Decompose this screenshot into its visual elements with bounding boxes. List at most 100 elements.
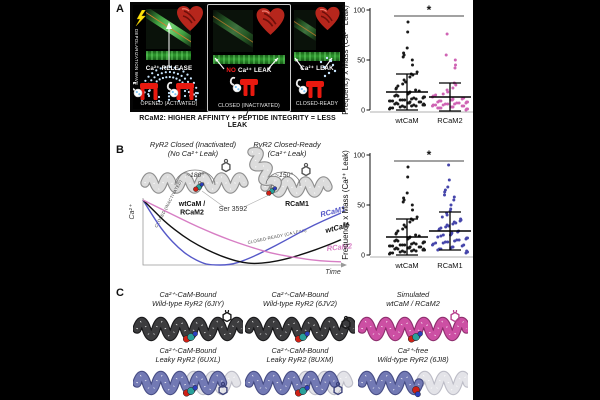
scatter-point	[453, 66, 457, 70]
scatter-point	[402, 78, 406, 82]
scatter-point	[403, 98, 407, 102]
scatter-point	[447, 178, 451, 182]
residue-sphere	[271, 185, 275, 189]
ca-ion	[327, 71, 331, 75]
structure-caption-8uxm: Ca²⁺-CaM-Bound Leaky RyR2 (8UXM)	[235, 346, 365, 364]
scatter-point	[412, 248, 416, 252]
aromatic-ring-icon	[301, 165, 311, 177]
scatter-point	[388, 244, 392, 248]
cam-body	[133, 88, 143, 98]
ca-ion	[173, 66, 176, 69]
decay-curve-rcam2	[142, 199, 342, 263]
confocal-linescan-image	[294, 10, 316, 50]
scatter-point	[410, 203, 414, 207]
ryr2-release-art	[133, 65, 199, 103]
scatter-point	[455, 101, 459, 105]
scatter-point	[451, 105, 455, 109]
aromatic-ring-icon	[224, 310, 230, 314]
scatter-point	[457, 101, 461, 105]
scatter-point	[447, 163, 451, 167]
linescan-band	[213, 55, 285, 64]
ca-ion	[153, 76, 156, 79]
ca-ion	[157, 95, 161, 99]
cam-body	[298, 85, 308, 95]
structure-caption-6uxl: Ca²⁺-CaM-Bound Leaky RyR2 (6UXL)	[123, 346, 253, 364]
scatter-point	[398, 98, 402, 102]
scatter-point	[452, 220, 456, 224]
ca-ion	[150, 79, 153, 82]
ca-ion	[177, 99, 181, 103]
ryr2-leg	[243, 84, 248, 96]
ca-ion	[155, 69, 158, 72]
ca-ion	[168, 75, 171, 79]
scatter-point	[402, 196, 406, 200]
ca-ion	[165, 76, 168, 79]
caption-line2: Wild-type RyR2 (6JV2)	[262, 299, 338, 308]
ca-ion	[192, 81, 195, 84]
ca-ion	[300, 87, 303, 91]
wtcam-rcam2-label-line2: RCaM2	[180, 210, 204, 217]
scatter-point	[422, 95, 426, 99]
scatter-point	[452, 198, 456, 202]
scatter-point	[437, 106, 441, 110]
scatter-point	[436, 235, 440, 239]
aromatic-ring-icon	[221, 161, 231, 173]
scatter-point	[406, 165, 410, 169]
subpanel-closed-ready: Ca²⁺ LEAK CLOSED-READY	[291, 5, 343, 109]
panel-b-structures-and-graph: ~180° ~150° wtCaM / RCaM2 Ser 3592 RCaM1…	[129, 146, 353, 276]
ryr2-cap	[240, 79, 258, 85]
caption-line1: Ca²⁺-CaM-Bound	[159, 346, 217, 355]
caption-line1: Ca²⁺-CaM-Bound	[271, 290, 329, 299]
ca-ion	[172, 71, 176, 74]
scatter-point	[445, 88, 449, 92]
scatter-point	[443, 102, 447, 106]
ryr2-helix-bent-segment	[247, 146, 282, 193]
scatter-point	[457, 238, 461, 242]
cam-curl	[166, 81, 173, 91]
ghost-helix-highlights	[419, 374, 468, 392]
scatter-point	[446, 102, 450, 106]
scatter-point	[412, 103, 416, 107]
ryr2-helix-closed-highlights	[144, 176, 245, 190]
ca-ion	[157, 99, 161, 103]
angle-label-150: ~150°	[275, 171, 293, 179]
state-title-line1: RyR2 Closed (Inactivated)	[149, 140, 237, 149]
ca-ion	[331, 63, 335, 67]
residue-sphere	[299, 387, 307, 395]
scatter-point	[431, 103, 435, 107]
y-axis-ticks	[366, 9, 370, 111]
angle-label-180: ~180°	[186, 171, 204, 179]
ca-ion	[186, 80, 190, 83]
scatter-point	[422, 247, 426, 251]
scatter-point	[459, 217, 463, 221]
ca-ion	[183, 89, 187, 93]
scatter-point	[406, 30, 410, 34]
ryr2-helix	[245, 371, 339, 395]
scatter-point	[440, 215, 444, 219]
ca-ion	[303, 90, 306, 93]
ca-ion	[234, 85, 237, 89]
heart-image	[177, 6, 203, 31]
residue-sphere	[192, 385, 198, 391]
residue-sphere	[187, 387, 195, 395]
residue-pointer-line	[243, 194, 270, 208]
annotation-closed-ready: CLOSED-READY (CA LEAK)	[247, 227, 307, 244]
scatter-point	[434, 241, 438, 245]
state-title-closed-ready: RyR2 Closed-Ready (Ca²⁺ Leak)	[217, 140, 357, 158]
scatter-point	[465, 249, 469, 253]
tick-50: 50	[357, 58, 365, 65]
ca-ion	[160, 72, 163, 75]
scatter-point	[410, 58, 414, 62]
scatter-point	[449, 203, 453, 207]
residue-sphere	[304, 385, 310, 391]
residue-sphere	[198, 181, 202, 185]
scatter-point	[406, 20, 410, 24]
subpanel-opened: DEPOLARIZATION WAVE Ca²⁺ RELEASE OPENED …	[133, 5, 205, 109]
cam-protein	[295, 78, 308, 95]
ryr2-leg	[308, 86, 313, 98]
ca-ion	[333, 69, 337, 73]
residue-sphere	[187, 333, 195, 341]
aromatic-ring-icon	[220, 381, 226, 387]
group-label-wtcam: wtCaM	[394, 116, 418, 125]
ca-ion	[147, 94, 151, 98]
